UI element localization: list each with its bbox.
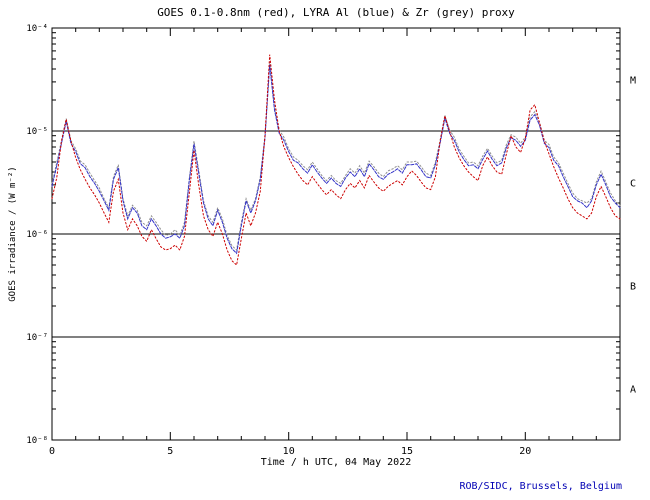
flare-class-label: M	[630, 76, 636, 87]
y-tick-label: 10⁻⁵	[26, 127, 48, 137]
goes-xray-line	[51, 54, 621, 266]
x-tick-label: 20	[519, 446, 531, 457]
flare-class-label: A	[630, 385, 636, 396]
y-tick-label: 10⁻⁷	[26, 333, 48, 343]
lyra-al-line	[51, 64, 621, 255]
y-tick-label: 10⁻⁸	[26, 436, 48, 446]
flare-class-label: B	[630, 282, 636, 293]
x-tick-label: 0	[49, 446, 55, 457]
x-tick-label: 5	[167, 446, 173, 457]
x-tick-label: 10	[283, 446, 295, 457]
flare-class-label: C	[630, 179, 636, 190]
y-tick-label: 10⁻⁶	[26, 230, 48, 240]
chart-title: GOES 0.1-0.8nm (red), LYRA Al (blue) & Z…	[157, 6, 515, 19]
x-axis-label: Time / h UTC, 04 May 2022	[260, 457, 412, 468]
y-tick-label: 10⁻⁴	[26, 24, 48, 34]
lyra-zr-line	[51, 61, 621, 251]
credit-text: ROB/SIDC, Brussels, Belgium	[459, 481, 622, 492]
x-tick-label: 15	[401, 446, 413, 457]
